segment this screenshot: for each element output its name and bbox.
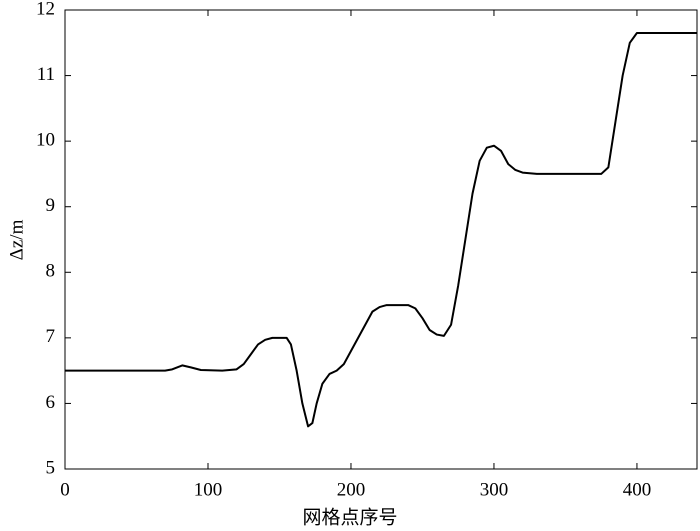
x-tick-label: 400 xyxy=(623,479,652,500)
x-tick-label: 200 xyxy=(337,479,366,500)
y-tick-label: 7 xyxy=(46,326,56,347)
x-tick-label: 0 xyxy=(60,479,70,500)
y-axis-label: Δz/m xyxy=(6,219,27,260)
y-tick-label: 10 xyxy=(36,130,55,151)
x-tick-label: 300 xyxy=(480,479,509,500)
x-tick-label: 100 xyxy=(194,479,223,500)
y-tick-label: 5 xyxy=(46,457,56,478)
y-tick-label: 11 xyxy=(37,64,55,85)
y-tick-label: 6 xyxy=(46,392,56,413)
plot-frame xyxy=(64,9,698,470)
y-tick-label: 12 xyxy=(36,0,55,19)
data-line xyxy=(65,31,697,428)
y-tick-label: 9 xyxy=(46,195,56,216)
y-tick-label: 8 xyxy=(46,261,56,282)
x-axis-label: 网格点序号 xyxy=(302,506,397,528)
